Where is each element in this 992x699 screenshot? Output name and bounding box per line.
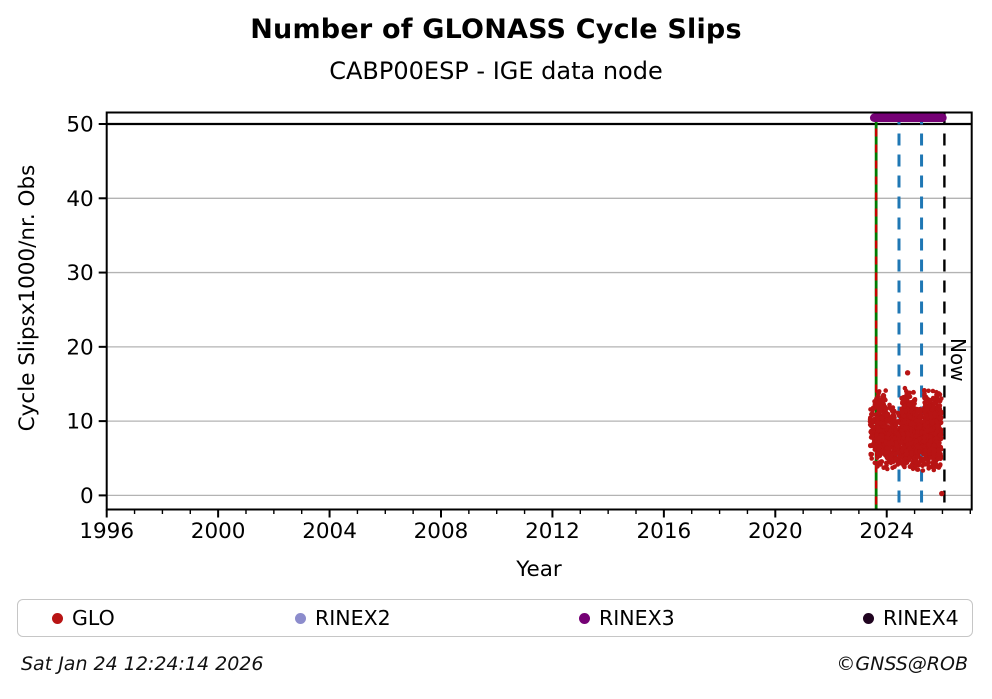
legend-label: RINEX4 xyxy=(883,606,959,630)
copyright-credit: ©GNSS@ROB xyxy=(836,653,968,675)
legend-item-glo: GLO xyxy=(52,600,115,636)
svg-text:2008: 2008 xyxy=(414,519,469,544)
scatter-points xyxy=(867,370,945,497)
svg-text:30: 30 xyxy=(66,261,93,286)
svg-text:1996: 1996 xyxy=(79,519,134,544)
chart-title: Number of GLONASS Cycle Slips xyxy=(250,14,742,45)
legend-label: RINEX3 xyxy=(599,606,675,630)
glo-marker-icon xyxy=(52,612,63,624)
svg-text:0: 0 xyxy=(80,484,94,509)
svg-text:50: 50 xyxy=(66,113,93,138)
chart-subtitle: CABP00ESP - IGE data node xyxy=(329,57,663,85)
legend-item-rinex3: RINEX3 xyxy=(579,600,675,636)
legend-item-rinex2: RINEX2 xyxy=(295,600,391,636)
rinex2-marker-icon xyxy=(295,612,306,624)
y-axis-label: Cycle Slipsx1000/nr. Obs xyxy=(15,165,40,432)
rinex4-marker-icon xyxy=(863,612,874,624)
legend-box: GLO RINEX2 RINEX3 RINEX4 xyxy=(17,599,973,637)
legend-item-rinex4: RINEX4 xyxy=(863,600,959,636)
svg-text:2020: 2020 xyxy=(748,519,803,544)
svg-text:2016: 2016 xyxy=(637,519,692,544)
legend-label: RINEX2 xyxy=(315,606,391,630)
svg-text:2012: 2012 xyxy=(525,519,580,544)
svg-text:2000: 2000 xyxy=(191,519,246,544)
now-label: Now xyxy=(946,338,970,382)
generation-timestamp: Sat Jan 24 12:24:14 2026 xyxy=(21,653,264,675)
svg-text:40: 40 xyxy=(66,187,93,212)
svg-text:2004: 2004 xyxy=(302,519,357,544)
svg-text:10: 10 xyxy=(66,410,93,435)
svg-text:20: 20 xyxy=(66,335,93,360)
svg-text:2024: 2024 xyxy=(859,519,914,544)
legend-label: GLO xyxy=(72,606,115,630)
gridlines xyxy=(106,122,972,497)
rinex3-marker-icon xyxy=(579,612,590,624)
axes-and-ticks: 0 10 20 30 40 50 1996 2000 2004 2008 2012 2016 2020 2… xyxy=(66,111,973,544)
x-axis-label: Year xyxy=(515,557,562,582)
